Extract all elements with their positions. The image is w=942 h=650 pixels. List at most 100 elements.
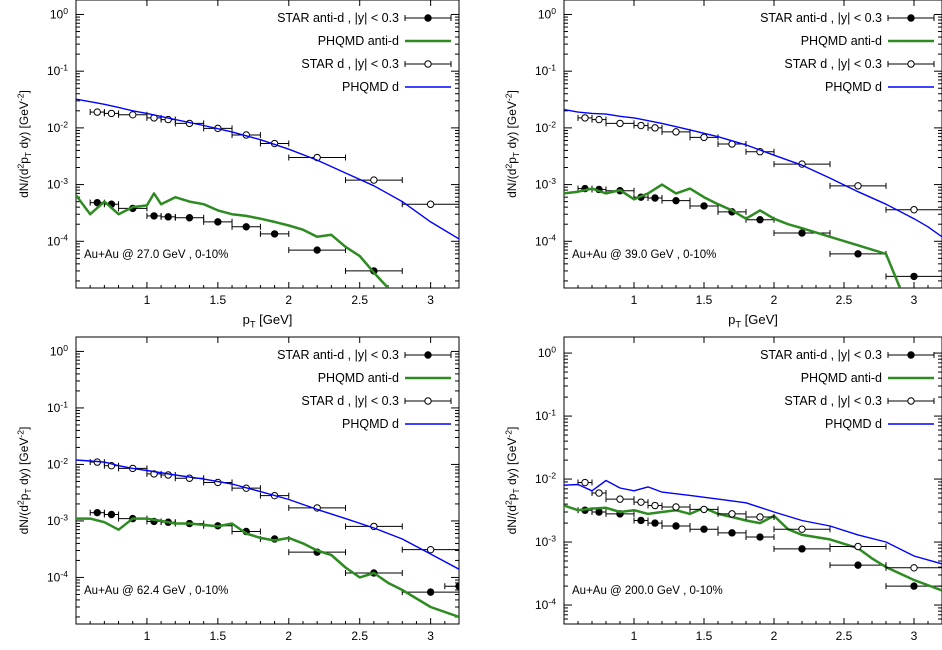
panel-bottom-left: 1 1.5 2 2.5 3 100 10-1 10-2 10-3 10-4 pT [GeV] dN/(… xyxy=(15,336,460,650)
legend: STAR anti-d , |y| < 0.3 PHQMD anti-d STAR … xyxy=(760,11,935,94)
y-tick-label: 10-4 xyxy=(47,569,68,585)
data-point-star-d xyxy=(854,542,862,551)
annotation-label: Au+Au @ 27.0 GeV , 0-10% xyxy=(84,249,228,261)
data-point-star-anti-d xyxy=(910,582,918,590)
legend-marker xyxy=(907,351,915,359)
y-tick-label: 10-4 xyxy=(47,233,68,249)
data-point-star-d xyxy=(595,115,603,124)
legend-marker xyxy=(907,14,915,22)
data-point-star-d xyxy=(910,206,918,214)
series-line-phqmd-d xyxy=(76,98,459,240)
y-tick-label: 10-1 xyxy=(535,408,556,424)
y-axis-label: dN/(d2pT dy) [GeV-2] xyxy=(15,427,33,535)
x-tick-label: 3 xyxy=(911,293,918,307)
y-tick-label: 10-2 xyxy=(47,456,68,472)
legend-marker xyxy=(907,397,915,405)
data-point-star-anti-d xyxy=(700,525,708,533)
data-point-star-anti-d xyxy=(672,522,680,530)
data-point-star-anti-d xyxy=(798,545,806,553)
data-point-star-d xyxy=(700,133,708,142)
data-point-star-d xyxy=(93,108,101,116)
legend-label: PHQMD d xyxy=(825,80,882,94)
plot-frame xyxy=(563,336,942,625)
data-point-star-anti-d xyxy=(728,529,736,537)
legend-marker xyxy=(424,351,432,359)
x-axis-label: pT [GeV] xyxy=(728,312,778,329)
data-point-star-anti-d xyxy=(854,250,862,258)
legend-marker xyxy=(424,397,432,405)
x-tick-label: 1 xyxy=(144,629,151,643)
x-axis-label: pT [GeV] xyxy=(728,648,778,650)
y-axis-label: dN/(d2pT dy) [GeV-2] xyxy=(15,90,33,198)
data-point-star-d xyxy=(756,513,764,521)
x-axis-label: pT [GeV] xyxy=(243,312,293,329)
data-point-star-d xyxy=(616,119,624,128)
data-point-star-anti-d xyxy=(854,561,862,569)
x-tick-label: 1.5 xyxy=(696,293,713,307)
data-point-star-anti-d xyxy=(756,533,764,541)
y-tick-label: 10-2 xyxy=(47,119,68,135)
y-tick-label: 10-4 xyxy=(535,233,556,249)
x-tick-label: 2 xyxy=(771,629,778,643)
x-tick-label: 2.5 xyxy=(351,293,368,307)
series-line-phqmd-anti-d xyxy=(564,183,902,288)
data-point-star-anti-d xyxy=(700,202,708,210)
panel-bottom-right: 1 1.5 2 2.5 3 100 10-1 10-2 10-3 10-4 pT [GeV] dN/(… xyxy=(503,336,942,650)
y-tick-label: 10-1 xyxy=(535,63,556,79)
data-point-star-anti-d xyxy=(651,519,659,527)
y-tick-label: 10-2 xyxy=(535,119,556,135)
legend: STAR anti-d , |y| < 0.3 PHQMD anti-d STAR … xyxy=(277,348,452,431)
legend-label: STAR anti-d , |y| < 0.3 xyxy=(277,348,399,362)
data-point-star-d xyxy=(728,510,736,518)
plot-frame xyxy=(75,0,460,289)
x-tick-label: 2.5 xyxy=(836,629,853,643)
data-point-star-d xyxy=(854,182,862,190)
data-point-star-d xyxy=(651,124,659,132)
y-tick-label: 10-1 xyxy=(47,63,68,79)
legend-label: PHQMD d xyxy=(342,417,399,431)
data-point-star-d xyxy=(651,501,659,510)
data-point-star-d xyxy=(107,109,116,118)
legend: STAR anti-d , |y| < 0.3 PHQMD anti-d STAR … xyxy=(760,348,935,431)
data-point-star-anti-d xyxy=(798,229,806,237)
data-point-star-d xyxy=(426,200,435,208)
series-line-phqmd-anti-d xyxy=(564,504,942,592)
plot-frame xyxy=(563,0,942,289)
series-line-phqmd-d xyxy=(564,108,942,238)
plot-area xyxy=(564,108,942,288)
panel-top-left: 1 1.5 2 2.5 3 100 10-1 10-2 10-3 10-4 pT [GeV] dN/(… xyxy=(15,0,460,329)
x-tick-label: 3 xyxy=(427,293,434,307)
legend: STAR anti-d , |y| < 0.3 PHQMD anti-d STAR … xyxy=(277,11,452,94)
y-axis-label: dN/(d2pT dy) [GeV-2] xyxy=(503,90,521,198)
data-point-star-anti-d xyxy=(455,582,459,590)
x-tick-label: 2 xyxy=(285,293,292,307)
legend-label: STAR d , |y| < 0.3 xyxy=(301,57,399,71)
legend-label: STAR anti-d , |y| < 0.3 xyxy=(760,348,882,362)
legend-label: PHQMD d xyxy=(825,417,882,431)
data-point-star-anti-d xyxy=(214,218,222,226)
y-tick-label: 10-3 xyxy=(535,533,556,549)
x-tick-label: 1.5 xyxy=(696,629,713,643)
data-point-star-d xyxy=(426,545,435,554)
plot-frame xyxy=(75,336,460,625)
x-tick-label: 1.5 xyxy=(210,293,227,307)
x-tick-label: 1 xyxy=(144,293,151,307)
data-point-star-d xyxy=(700,505,708,514)
data-point-star-anti-d xyxy=(164,213,172,221)
legend-label: PHQMD anti-d xyxy=(801,371,882,385)
x-tick-label: 2.5 xyxy=(351,629,368,643)
data-point-star-d xyxy=(185,474,194,482)
y-tick-label: 100 xyxy=(538,6,556,22)
y-tick-label: 100 xyxy=(50,343,68,359)
series-line-phqmd-d xyxy=(76,459,459,570)
data-point-star-d xyxy=(672,128,680,136)
data-point-star-anti-d xyxy=(756,216,764,224)
legend-label: PHQMD d xyxy=(342,80,399,94)
data-point-star-anti-d xyxy=(93,508,101,517)
y-tick-label: 100 xyxy=(538,345,556,361)
annotation-label: Au+Au @ 200.0 GeV , 0-10% xyxy=(572,585,723,597)
y-tick-label: 100 xyxy=(50,6,68,22)
plot-area xyxy=(76,458,459,619)
series-line-phqmd-anti-d xyxy=(76,192,390,288)
